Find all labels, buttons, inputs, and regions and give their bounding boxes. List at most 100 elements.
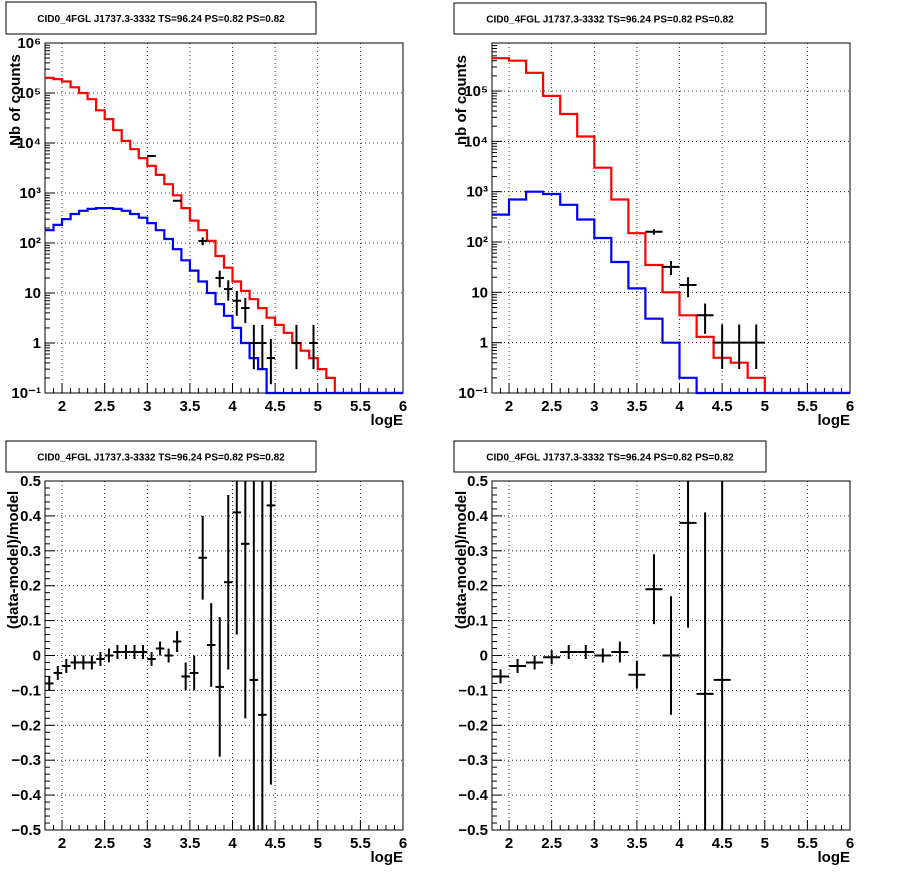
y-tick-label: 0.3 — [20, 543, 41, 560]
data-point — [713, 481, 731, 830]
total-model-histogram — [45, 76, 403, 395]
data-point — [198, 515, 207, 600]
data-point — [70, 655, 80, 670]
x-tick-label: 3 — [590, 398, 598, 415]
y-tick-label: 10⁴ — [17, 135, 41, 152]
y-tick-label: 0.5 — [467, 473, 488, 490]
y-axis-label: nb of counts — [453, 55, 470, 145]
data-point — [121, 645, 131, 659]
title-box — [453, 440, 767, 473]
y-tick-label: 10 — [471, 284, 488, 301]
chart-title: CID0_4FGL J1737.3-3332 TS=96.24 PS=0.82 … — [486, 453, 734, 464]
y-tick-label: 0 — [33, 648, 41, 665]
x-tick-label: 3 — [143, 835, 151, 852]
x-axis-label: logE — [371, 849, 404, 866]
data-point — [113, 645, 122, 659]
chart-title: CID0_4FGL J1737.3-3332 TS=96.24 PS=0.82 … — [37, 14, 285, 25]
y-tick-label: −0.3 — [11, 752, 41, 769]
data-point — [104, 648, 114, 663]
y-tick-label: 10⁵ — [17, 85, 41, 102]
data-point — [224, 280, 233, 301]
y-tick-label: 10 — [24, 285, 41, 302]
y-tick-label: 0.3 — [467, 543, 488, 560]
data-point — [560, 645, 578, 659]
y-tick-label: −0.5 — [11, 822, 41, 839]
data-point — [232, 290, 242, 316]
x-tick-label: 4.5 — [265, 398, 286, 415]
source-model-histogram — [492, 190, 850, 395]
x-tick-label: 5 — [761, 835, 769, 852]
data-point — [266, 339, 276, 385]
counts-panel-right: 2 2.5 3 3.5 4 4.5 5 5.5 6 10⁻¹ 1 10 10² 10³ 10⁴ 10⁵ logE… — [453, 2, 854, 429]
x-tick-label: 2 — [505, 835, 513, 852]
data-point — [628, 660, 646, 689]
source-model-histogram — [45, 207, 403, 395]
data-point — [172, 631, 182, 653]
y-tick-label: 10⁻¹ — [11, 385, 41, 402]
y-tick-label: −0.2 — [458, 717, 488, 734]
title-box — [5, 440, 317, 473]
x-tick-label: 6 — [399, 835, 407, 852]
y-tick-label: 10⁵ — [464, 83, 488, 100]
data-point — [577, 645, 595, 659]
x-tick-label: 3.5 — [626, 398, 647, 415]
title-box — [453, 2, 767, 35]
y-tick-label: 0.4 — [20, 508, 42, 525]
data-point — [543, 650, 561, 665]
x-tick-label: 2 — [58, 835, 66, 852]
x-tick-label: 6 — [846, 398, 854, 415]
data-point — [679, 481, 697, 628]
data-point — [164, 648, 173, 663]
data-point — [492, 669, 510, 684]
x-tick-label: 5 — [314, 835, 322, 852]
data-point — [181, 662, 190, 691]
x-tick-label: 2.5 — [94, 398, 115, 415]
y-tick-label: 1 — [480, 335, 488, 352]
y-tick-label: 0 — [480, 648, 488, 665]
x-tick-label: 2.5 — [94, 835, 115, 852]
x-tick-label: 6 — [846, 835, 854, 852]
data-point — [594, 648, 612, 663]
data-point — [696, 303, 714, 334]
y-tick-label: 10⁴ — [464, 133, 488, 150]
x-tick-label: 3 — [590, 835, 598, 852]
x-tick-label: 3.5 — [179, 835, 200, 852]
data-point — [258, 324, 267, 370]
y-tick-label: −0.3 — [458, 752, 488, 769]
y-tick-label: 10⁻¹ — [458, 385, 488, 402]
x-tick-label: 3.5 — [179, 398, 200, 415]
data-point — [526, 655, 544, 670]
x-tick-label: 4.5 — [712, 398, 733, 415]
data-point — [198, 237, 207, 246]
y-tick-label: −0.4 — [458, 787, 488, 804]
data-point — [241, 481, 250, 719]
residuals-panel-right: 2 2.5 3 3.5 4 4.5 5 5.5 6 −0.5 −0.4 −0.3 −0.2 −0.1 0 0.… — [453, 440, 854, 866]
x-axis-label: logE — [818, 849, 851, 866]
y-tick-label: 0.4 — [467, 508, 489, 525]
x-tick-label: 4 — [675, 835, 684, 852]
data-point — [79, 655, 88, 670]
data-point — [696, 512, 714, 830]
y-axis-label: (data-model)/model — [453, 491, 470, 629]
x-tick-label: 5.5 — [797, 398, 818, 415]
data-point — [266, 481, 276, 785]
y-tick-label: −0.2 — [11, 717, 41, 734]
y-tick-label: 0.1 — [20, 613, 41, 630]
x-axis-label: logE — [818, 412, 851, 429]
x-tick-label: 3.5 — [626, 835, 647, 852]
data-point — [87, 655, 97, 670]
x-tick-label: 4.5 — [265, 835, 286, 852]
data-point — [249, 324, 259, 370]
data-point — [224, 494, 233, 670]
data-point — [645, 229, 663, 235]
data-point — [215, 270, 224, 288]
x-tick-label: 4 — [675, 398, 684, 415]
data-point — [645, 554, 663, 625]
x-tick-label: 2.5 — [541, 398, 562, 415]
title-box — [5, 1, 317, 35]
y-tick-label: −0.1 — [11, 682, 41, 699]
y-tick-label: 10² — [19, 235, 41, 252]
data-point — [215, 617, 224, 757]
data-point — [241, 297, 250, 324]
data-point — [62, 658, 71, 673]
